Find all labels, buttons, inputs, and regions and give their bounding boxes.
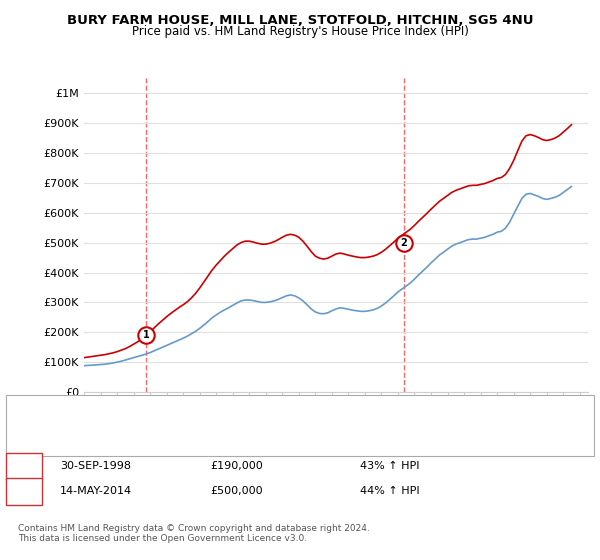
Text: 30-SEP-1998: 30-SEP-1998 [60, 461, 131, 471]
Text: 44% ↑ HPI: 44% ↑ HPI [360, 486, 419, 496]
Text: 2: 2 [20, 486, 28, 496]
Point [399, 238, 409, 247]
Text: 14-MAY-2014: 14-MAY-2014 [60, 486, 132, 496]
Text: 43% ↑ HPI: 43% ↑ HPI [360, 461, 419, 471]
Text: 2: 2 [401, 237, 407, 248]
Text: Contains HM Land Registry data © Crown copyright and database right 2024.
This d: Contains HM Land Registry data © Crown c… [18, 524, 370, 543]
Text: BURY FARM HOUSE, MILL LANE, STOTFOLD, HITCHIN, SG5 4NU (detached house): BURY FARM HOUSE, MILL LANE, STOTFOLD, HI… [72, 409, 466, 419]
Point [141, 331, 151, 340]
Text: 1: 1 [20, 461, 28, 471]
Text: 1: 1 [143, 330, 149, 340]
Text: Price paid vs. HM Land Registry's House Price Index (HPI): Price paid vs. HM Land Registry's House … [131, 25, 469, 38]
Text: £190,000: £190,000 [210, 461, 263, 471]
Text: £500,000: £500,000 [210, 486, 263, 496]
Text: BURY FARM HOUSE, MILL LANE, STOTFOLD, HITCHIN, SG5 4NU: BURY FARM HOUSE, MILL LANE, STOTFOLD, HI… [67, 14, 533, 27]
Text: HPI: Average price, detached house, Central Bedfordshire: HPI: Average price, detached house, Cent… [72, 420, 353, 430]
